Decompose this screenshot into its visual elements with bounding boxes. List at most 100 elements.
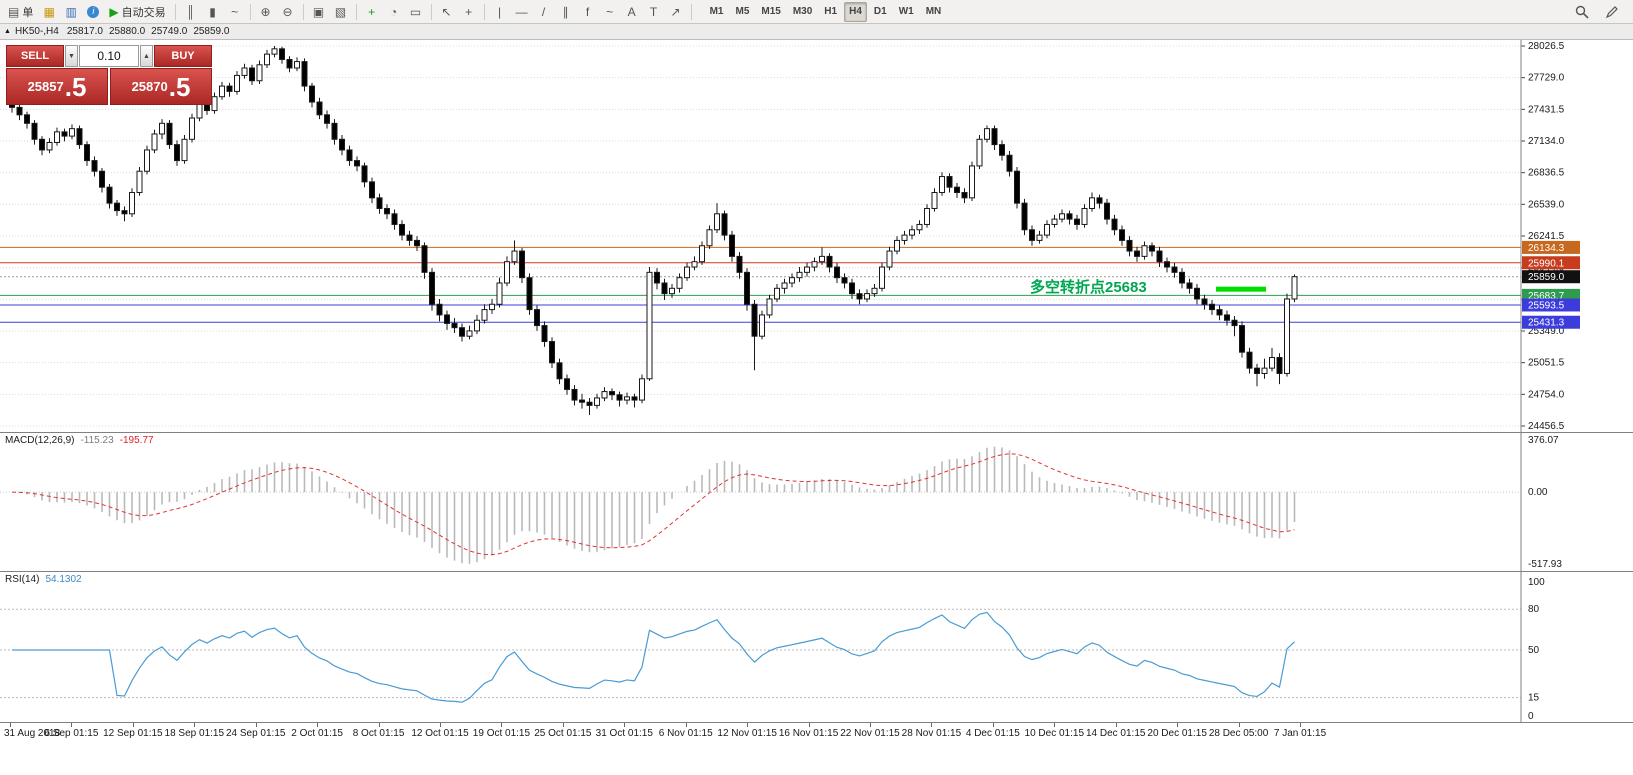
- equidistant-channel-icon: ∥: [562, 4, 569, 19]
- new-order-button[interactable]: ▤ 单: [4, 2, 37, 22]
- cursor-button[interactable]: ↖: [437, 2, 457, 22]
- market-watch-button[interactable]: ▥: [61, 2, 81, 22]
- price-chart-canvas[interactable]: 28026.5 27729.0 27431.5 27134.0 26836.5 26539…: [0, 40, 1633, 432]
- sell-price-fraction: .5: [64, 71, 87, 102]
- svg-text:15: 15: [1528, 693, 1540, 704]
- ohlc-low: 25749.0: [151, 26, 188, 37]
- svg-text:0: 0: [1528, 711, 1534, 722]
- timeframe-m30-button[interactable]: M30: [792, 6, 813, 17]
- time-label: 12 Oct 01:15: [411, 728, 469, 739]
- periods-button[interactable]: ◔: [384, 2, 404, 22]
- text-icon: A: [627, 4, 636, 19]
- timeframe-toolbar: M1 M5 M15 M30 H1 H4 D1 W1 MN: [705, 1, 947, 22]
- cascade-windows-icon: ▧: [334, 4, 347, 19]
- trendline-button[interactable]: /: [534, 2, 554, 22]
- crosshair-button[interactable]: +: [459, 2, 479, 22]
- time-tick: [624, 723, 626, 727]
- svg-text:26241.5: 26241.5: [1528, 231, 1565, 242]
- periods-icon: ◔: [389, 4, 398, 19]
- macd-canvas[interactable]: 376.07 0.00 -517.93: [0, 432, 1633, 571]
- time-tick: [1300, 723, 1301, 727]
- sell-button[interactable]: SELL: [6, 45, 64, 67]
- timeframe-m5-button[interactable]: M5: [735, 6, 750, 17]
- timeframe-h1-button[interactable]: H1: [824, 6, 838, 17]
- elliott-waves-button[interactable]: ~: [600, 2, 620, 22]
- svg-text:100: 100: [1528, 577, 1545, 588]
- charts-grid-button[interactable]: ▦: [39, 2, 59, 22]
- rsi-panel[interactable]: RSI(14) 54.1302 100 80 50 15 0: [0, 571, 1633, 722]
- time-tick: [317, 723, 319, 727]
- time-tick: [1177, 723, 1179, 727]
- time-label: 12 Nov 01:15: [717, 728, 777, 739]
- tile-windows-icon: ▣: [312, 4, 325, 19]
- chart-title: HK50-,H4: [14, 26, 59, 37]
- info-button[interactable]: i: [83, 2, 103, 22]
- timeframe-m1-button[interactable]: M1: [709, 6, 724, 17]
- svg-text:27134.0: 27134.0: [1528, 136, 1565, 147]
- svg-text:25593.5: 25593.5: [1528, 300, 1565, 311]
- svg-text:26539.0: 26539.0: [1528, 199, 1565, 210]
- chart-window-titlebar[interactable]: ▲ HK50-,H4 25817.0 25880.0 25749.0 25859…: [0, 24, 1633, 40]
- vertical-line-button[interactable]: |: [490, 2, 510, 22]
- time-label: 24 Sep 01:15: [225, 728, 286, 739]
- timeframe-mn-button[interactable]: MN: [925, 6, 942, 17]
- timeframe-d1-button[interactable]: D1: [873, 6, 887, 17]
- svg-text:27431.5: 27431.5: [1528, 104, 1565, 115]
- rsi-header: RSI(14) 54.1302: [5, 574, 82, 585]
- horizontal-line-button[interactable]: —: [512, 2, 532, 22]
- time-label: 28 Nov 01:15: [901, 728, 962, 739]
- cascade-windows-button[interactable]: ▧: [331, 2, 351, 22]
- templates-button[interactable]: ▭: [406, 2, 426, 22]
- macd-main-value: -115.23: [80, 435, 114, 446]
- svg-text:多空转折点25683: 多空转折点25683: [1030, 278, 1147, 296]
- main-chart-panel[interactable]: 28026.5 27729.0 27431.5 27134.0 26836.5 26539…: [0, 40, 1633, 432]
- rsi-canvas[interactable]: 100 80 50 15 0: [0, 571, 1633, 722]
- ohlc-open: 25817.0: [66, 26, 103, 37]
- info-icon: i: [87, 5, 100, 18]
- buy-price-button[interactable]: 25870 .5: [110, 68, 212, 105]
- volume-increase-button[interactable]: ▲: [140, 45, 153, 67]
- indicators-button[interactable]: +: [362, 2, 382, 22]
- autotrading-button[interactable]: ▶ 自动交易: [105, 2, 169, 22]
- sell-price-button[interactable]: 25857 .5: [6, 68, 108, 105]
- text-label-button[interactable]: T: [644, 2, 664, 22]
- search-button[interactable]: [1571, 2, 1593, 22]
- bar-chart-button[interactable]: ║: [181, 2, 201, 22]
- toolbar-separator: [355, 3, 357, 20]
- window-marker-icon: ▲: [4, 28, 11, 35]
- candlestick-chart-button[interactable]: ▮: [203, 2, 223, 22]
- edit-button[interactable]: [1601, 2, 1623, 22]
- time-tick: [931, 723, 933, 727]
- timeframe-w1-button[interactable]: W1: [898, 6, 914, 17]
- time-tick: [1238, 723, 1240, 727]
- toolbar-right-group: [1571, 2, 1623, 22]
- macd-panel[interactable]: MACD(12,26,9) -115.23 -195.77 376.07 0.00…: [0, 432, 1633, 571]
- autotrading-label: 自动交易: [121, 6, 166, 19]
- time-label: 2 Oct 01:15: [291, 728, 343, 739]
- timeframe-h4-button[interactable]: H4: [844, 1, 867, 22]
- time-tick: [440, 723, 441, 727]
- timeframe-m15-button[interactable]: M15: [761, 6, 781, 17]
- tile-windows-button[interactable]: ▣: [309, 2, 329, 22]
- time-label: 6 Nov 01:15: [658, 728, 713, 739]
- buy-button[interactable]: BUY: [154, 45, 212, 67]
- svg-text:0.00: 0.00: [1528, 487, 1548, 498]
- fibonacci-button[interactable]: f: [578, 2, 598, 22]
- time-axis[interactable]: 31 Aug 2018 6 Sep 01:15 12 Sep 01:15 18 Sep…: [0, 722, 1633, 742]
- time-tick: [132, 723, 134, 727]
- arrows-button[interactable]: ↗: [666, 2, 686, 22]
- svg-text:25990.1: 25990.1: [1528, 258, 1565, 269]
- volume-input[interactable]: 0.10: [79, 45, 139, 67]
- volume-decrease-button[interactable]: ▼: [65, 45, 78, 67]
- market-watch-icon: ▥: [65, 4, 78, 19]
- svg-text:24754.0: 24754.0: [1528, 389, 1565, 400]
- text-button[interactable]: A: [622, 2, 642, 22]
- zoom-in-button[interactable]: ⊕: [256, 2, 276, 22]
- time-tick: [501, 723, 503, 727]
- line-chart-button[interactable]: ~: [225, 2, 245, 22]
- templates-icon: ▭: [409, 4, 422, 19]
- zoom-out-button[interactable]: ⊖: [278, 2, 298, 22]
- new-order-label: 单: [22, 6, 34, 19]
- equidistant-channel-button[interactable]: ∥: [556, 2, 576, 22]
- edit-pencil-icon: [1605, 5, 1618, 18]
